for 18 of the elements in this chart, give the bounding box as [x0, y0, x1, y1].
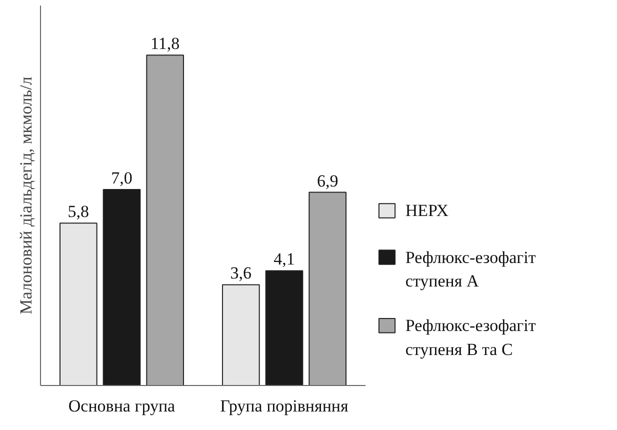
legend-label: Рефлюкс-езофагіт ступеня В та С	[405, 316, 536, 359]
data-label: 4,1	[274, 250, 295, 269]
data-label: 11,8	[150, 34, 180, 54]
x-tick-label: Група порівняння	[220, 396, 349, 416]
data-label: 6,9	[316, 171, 338, 190]
x-tick-label: Основна група	[68, 396, 176, 416]
legend-label: НЕРХ	[405, 201, 449, 220]
bar	[146, 54, 184, 386]
bar	[60, 222, 98, 386]
data-label: 5,8	[68, 202, 90, 222]
y-axis-title: Малоновий діальдегід, мкмоль/л	[16, 76, 36, 314]
legend-label: Рефлюкс-езофагіт ступеня А	[405, 248, 536, 290]
bar	[222, 284, 260, 386]
data-label: 7,0	[111, 168, 132, 188]
bar	[308, 192, 346, 386]
data-label: 3,6	[230, 264, 252, 283]
bar	[102, 188, 141, 386]
bar	[265, 270, 304, 386]
